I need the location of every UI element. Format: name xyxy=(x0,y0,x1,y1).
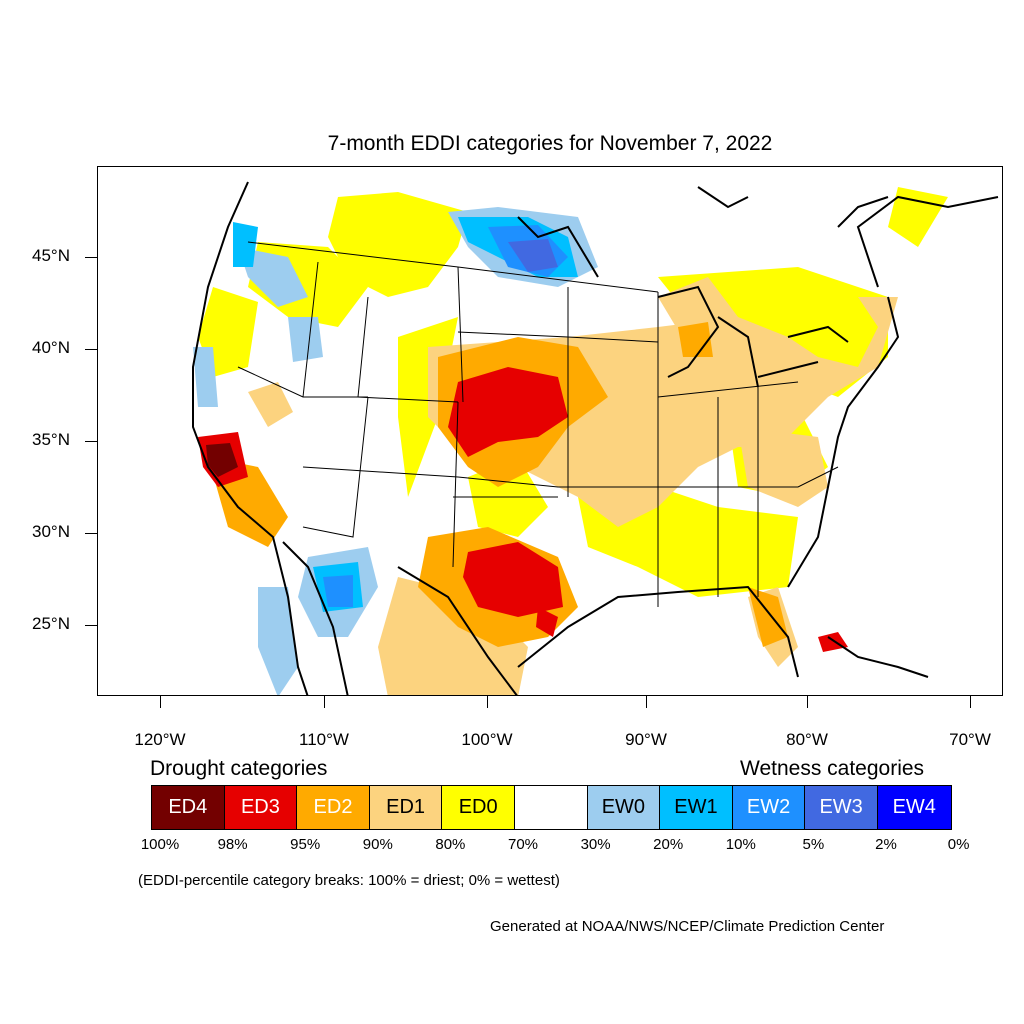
lat-tick xyxy=(85,533,97,534)
percentile-label: 2% xyxy=(875,836,897,853)
lon-label-70: 70°W xyxy=(949,730,991,749)
lon-label-100: 100°W xyxy=(461,730,513,749)
lat-tick xyxy=(85,257,97,258)
lat-label-30: 30°N xyxy=(32,522,70,541)
lon-label-90: 90°W xyxy=(625,730,667,749)
legend-swatch-ew0: EW0 xyxy=(587,786,661,829)
percentile-label: 0% xyxy=(947,836,970,853)
lon-tick xyxy=(646,696,647,708)
lon-tick xyxy=(324,696,325,708)
lat-tick xyxy=(85,441,97,442)
category-note: (EDDI-percentile category breaks: 100% =… xyxy=(138,872,560,889)
percentile-label: 10% xyxy=(725,836,756,853)
legend-bar: ED4 ED3 ED2 ED1 ED0 EW0 EW1 EW2 EW3 EW4 xyxy=(151,785,952,830)
state-boundaries xyxy=(237,241,839,607)
lon-label-120: 120°W xyxy=(134,730,186,749)
percentile-label: 80% xyxy=(435,836,466,853)
lon-label-110: 110°W xyxy=(299,730,349,749)
lat-label-40: 40°N xyxy=(32,338,70,357)
legend-swatch-ed0: ED0 xyxy=(442,786,515,829)
lat-label-45: 45°N xyxy=(32,246,70,265)
wetness-heading: Wetness categories xyxy=(740,757,925,780)
lat-tick xyxy=(85,349,97,350)
legend-swatch-neutral xyxy=(514,786,588,829)
lat-tick xyxy=(85,625,97,626)
lat-label-35: 35°N xyxy=(32,430,70,449)
legend-swatch-ew1: EW1 xyxy=(660,786,733,829)
legend-swatch-ed2: ED2 xyxy=(297,786,370,829)
lon-tick xyxy=(807,696,808,708)
percentile-label: 70% xyxy=(507,836,539,853)
legend-swatch-ew4: EW4 xyxy=(877,786,951,829)
drought-heading: Drought categories xyxy=(150,757,328,780)
lon-tick xyxy=(160,696,161,708)
legend-swatch-ew3: EW3 xyxy=(805,786,878,829)
map-canvas xyxy=(192,181,999,695)
lon-label-80: 80°W xyxy=(786,730,828,749)
lat-label-25: 25°N xyxy=(32,614,70,633)
percentile-label: 100% xyxy=(140,836,180,853)
lon-tick xyxy=(487,696,488,708)
eddi-map xyxy=(97,166,1003,696)
percentile-label: 95% xyxy=(290,836,321,853)
legend-swatch-ed3: ED3 xyxy=(224,786,298,829)
ed4-regions xyxy=(206,443,238,477)
legend-swatch-ed1: ED1 xyxy=(369,786,443,829)
map-title: 7-month EDDI categories for November 7, … xyxy=(327,132,773,155)
lon-tick xyxy=(970,696,971,708)
coastline xyxy=(192,181,999,695)
percentile-label: 20% xyxy=(653,836,684,853)
percentile-label: 5% xyxy=(802,836,825,853)
ed3-regions xyxy=(198,367,848,652)
percentile-label: 98% xyxy=(217,836,248,853)
percentile-label: 30% xyxy=(580,836,611,853)
ew3-regions xyxy=(508,239,558,272)
percentile-label: 90% xyxy=(362,836,393,853)
legend-swatch-ed4: ED4 xyxy=(152,786,225,829)
credit-line: Generated at NOAA/NWS/NCEP/Climate Predi… xyxy=(490,918,885,935)
legend-swatch-ew2: EW2 xyxy=(732,786,806,829)
